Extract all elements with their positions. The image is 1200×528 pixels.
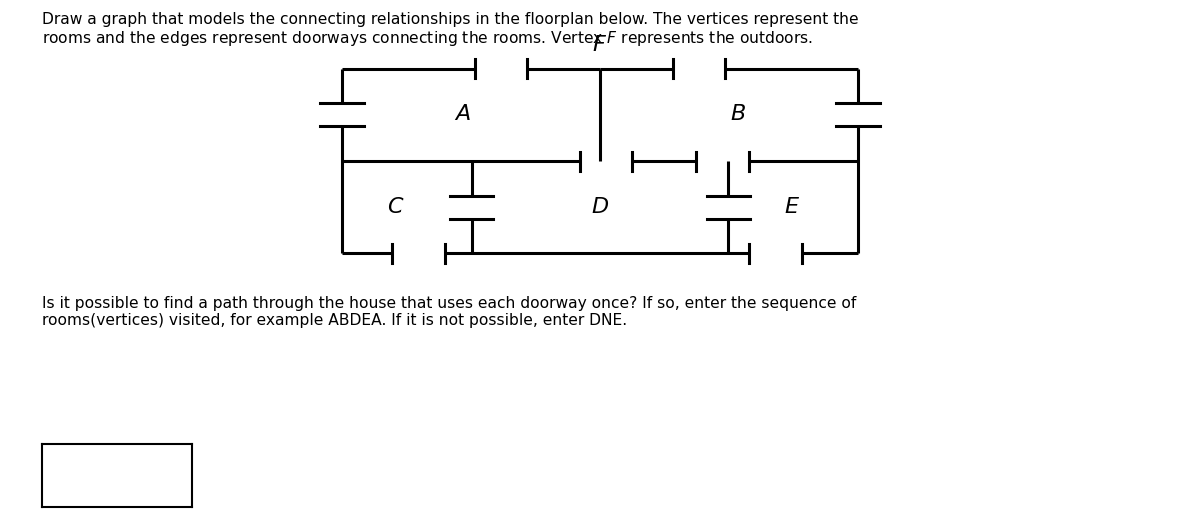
- Text: Is it possible to find a path through the house that uses each doorway once? If : Is it possible to find a path through th…: [42, 296, 857, 328]
- Text: $A$: $A$: [454, 102, 470, 125]
- Text: $E$: $E$: [784, 196, 800, 218]
- Text: $F$: $F$: [593, 34, 607, 56]
- Text: $B$: $B$: [730, 102, 746, 125]
- Text: $D$: $D$: [590, 196, 610, 218]
- Text: Draw a graph that models the connecting relationships in the floorplan below. Th: Draw a graph that models the connecting …: [42, 12, 859, 49]
- Text: $C$: $C$: [388, 196, 404, 218]
